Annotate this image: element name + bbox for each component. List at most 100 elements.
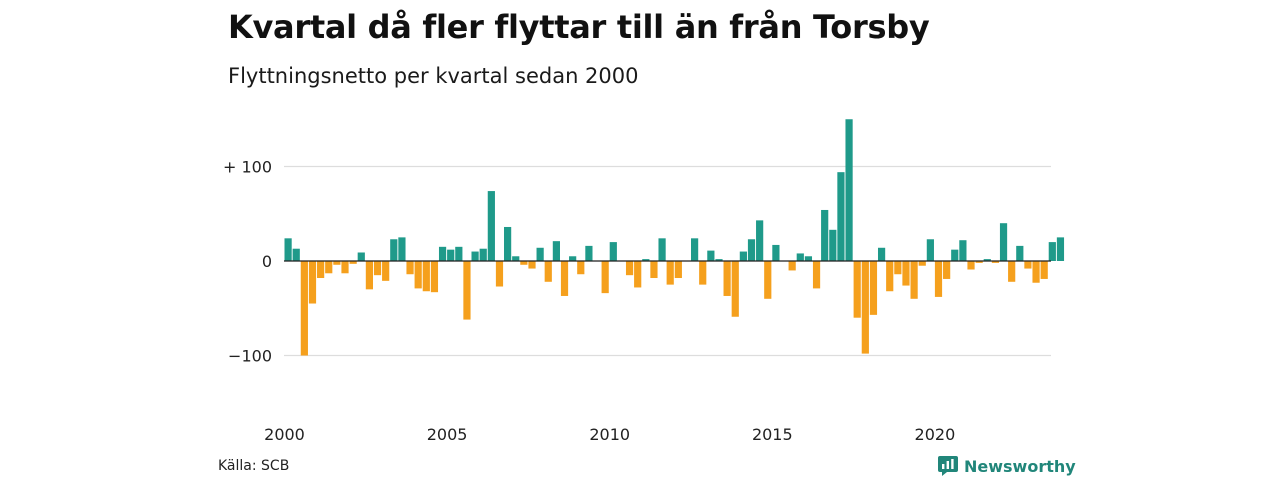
bar: [341, 261, 349, 274]
bar: [1016, 245, 1024, 261]
bar: [284, 238, 292, 261]
bar: [804, 256, 813, 261]
bar: [991, 261, 1000, 263]
bar: [544, 261, 552, 282]
bar: [902, 261, 910, 286]
bar: [390, 239, 398, 261]
bar: [349, 261, 357, 264]
bar: [747, 239, 756, 261]
y-tick-label: + 100: [223, 158, 272, 177]
bar: [715, 259, 723, 261]
bar: [609, 242, 617, 261]
bar: [504, 226, 512, 261]
bar: [1040, 261, 1048, 279]
bar: [536, 247, 544, 261]
bar: [479, 248, 487, 261]
bar: [1048, 242, 1056, 261]
brand-name: Newsworthy: [964, 456, 1076, 476]
bar: [999, 223, 1008, 261]
bar: [1008, 261, 1016, 282]
bar: [861, 261, 869, 354]
bar: [430, 261, 439, 293]
bar: [520, 261, 528, 265]
bar: [422, 261, 430, 292]
newsworthy-logo-icon: [938, 456, 958, 476]
bar: [796, 253, 804, 261]
bar: [959, 240, 967, 261]
bar: [634, 261, 642, 288]
bar: [821, 209, 829, 261]
bar: [325, 261, 333, 274]
bar: [691, 238, 699, 261]
bar: [975, 261, 983, 263]
bar: [1032, 261, 1040, 283]
bar: [788, 261, 796, 271]
bar: [1024, 261, 1032, 269]
bar: [463, 261, 471, 320]
bar: [382, 261, 390, 281]
bar: [707, 250, 715, 261]
x-tick-label: 2000: [264, 425, 305, 444]
bar: [373, 261, 382, 276]
bar: [300, 261, 308, 356]
bar: [764, 261, 772, 299]
bar: [910, 261, 918, 299]
bar: [528, 261, 536, 269]
bar: [658, 238, 666, 261]
bar: [585, 245, 593, 261]
bar: [625, 261, 634, 276]
bar: [886, 261, 894, 292]
bar: [398, 237, 406, 261]
bar: [983, 259, 991, 261]
bar: [333, 261, 341, 265]
bar: [438, 246, 447, 261]
bar: [723, 261, 731, 296]
bar: [487, 191, 495, 261]
x-tick-label: 2015: [752, 425, 793, 444]
x-tick-label: 2010: [589, 425, 630, 444]
bar: [455, 246, 463, 261]
bar: [560, 261, 569, 296]
bar: [699, 261, 707, 285]
bar: [845, 119, 853, 261]
bar: [495, 261, 504, 287]
bar: [642, 259, 650, 261]
bar: [869, 261, 878, 315]
bar: [365, 261, 373, 290]
x-tick-label: 2005: [427, 425, 468, 444]
bar: [292, 248, 300, 261]
bar: [829, 229, 837, 261]
bar: [406, 261, 414, 275]
bar: [934, 261, 943, 297]
chart-title: Kvartal då fler flyttar till än från Tor…: [228, 8, 930, 46]
bar: [512, 256, 520, 261]
bar: [756, 220, 764, 261]
bar: [1056, 237, 1065, 261]
bar: [951, 249, 959, 261]
bar: [601, 261, 609, 294]
bar: [894, 261, 902, 275]
bar: [308, 261, 317, 304]
bar: [317, 261, 325, 279]
bar: [357, 252, 365, 261]
brand-logo[interactable]: Newsworthy: [938, 456, 1076, 476]
bar: [650, 261, 658, 279]
source-label: Källa: SCB: [218, 458, 290, 474]
chart-subtitle: Flyttningsnetto per kvartal sedan 2000: [228, 64, 639, 88]
bar: [943, 261, 951, 279]
bar: [812, 261, 821, 289]
x-tick-label: 2020: [915, 425, 956, 444]
bar: [918, 261, 926, 266]
bar: [569, 256, 577, 261]
bar: [772, 244, 780, 261]
bar: [666, 261, 674, 285]
bar: [674, 261, 682, 279]
bar: [552, 241, 560, 261]
bar: [853, 261, 861, 318]
bar: [967, 261, 975, 270]
y-tick-label: 0: [262, 252, 272, 271]
bar: [926, 239, 934, 261]
bar: [577, 261, 585, 275]
bar: [877, 247, 886, 261]
